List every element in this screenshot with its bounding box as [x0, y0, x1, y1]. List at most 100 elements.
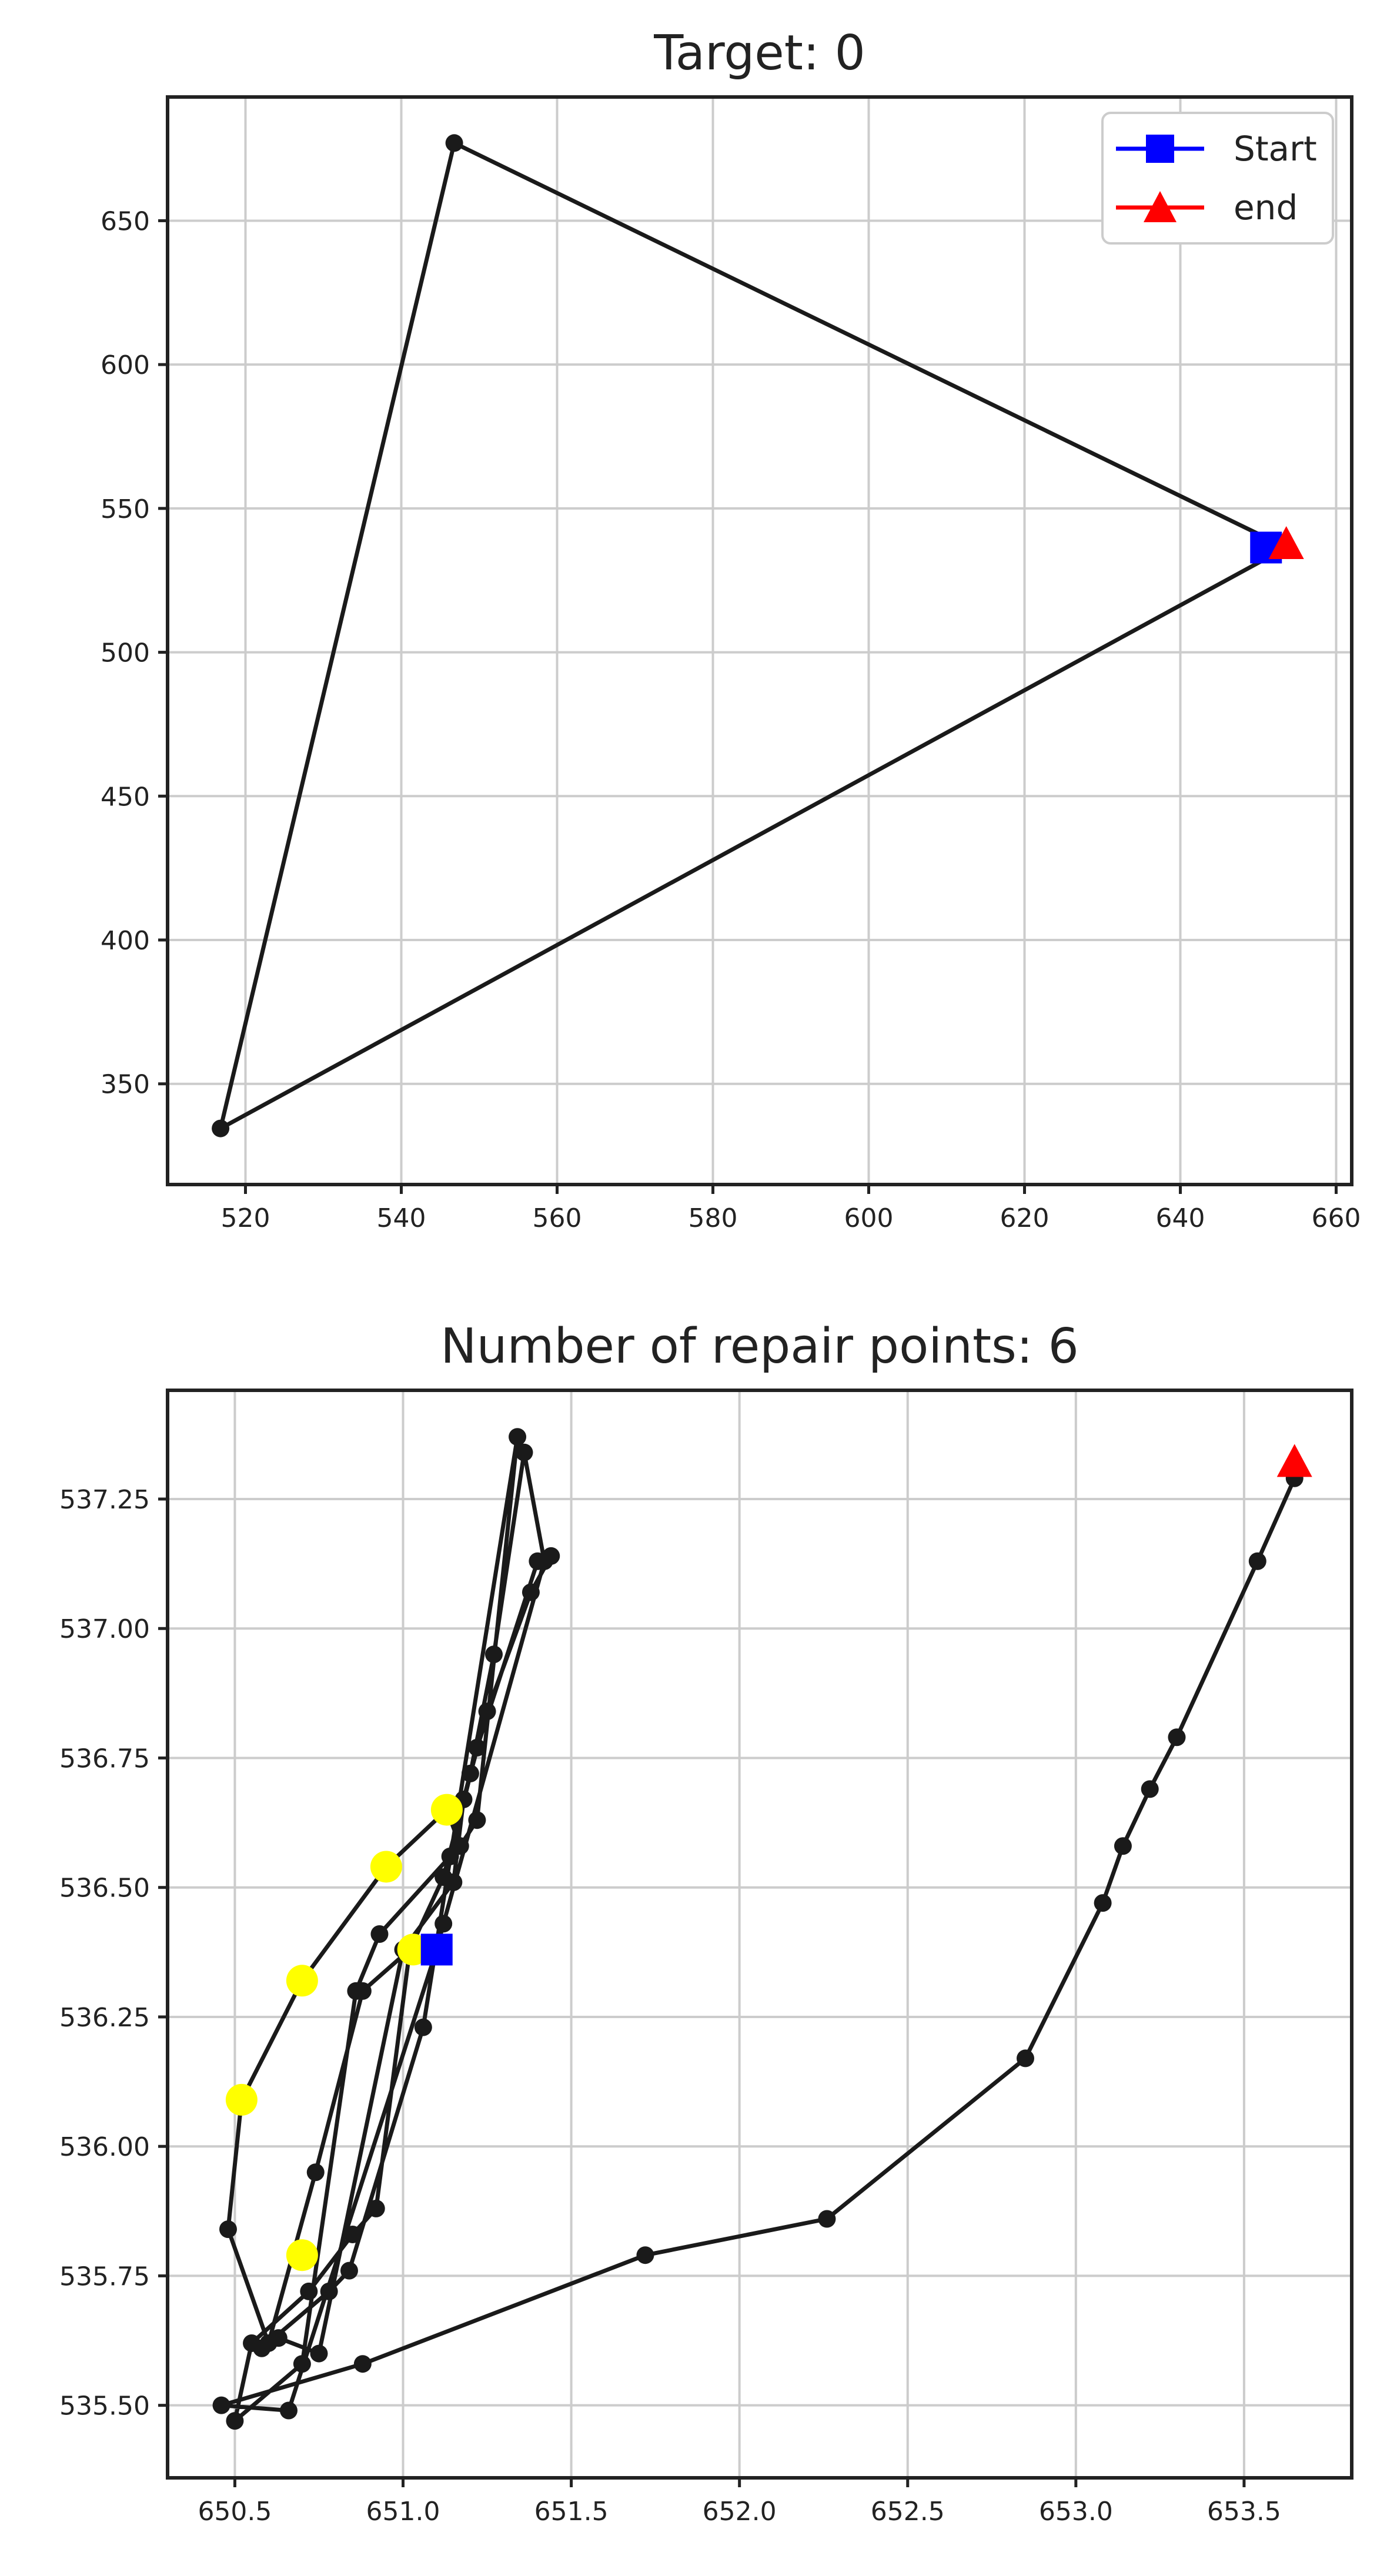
- x-tick-label: 651.0: [366, 2497, 440, 2527]
- repair-point: [370, 1851, 402, 1883]
- y-tick-label: 650: [101, 206, 150, 236]
- trajectory-point: [441, 1847, 459, 1865]
- x-tick-label: 520: [221, 1203, 270, 1233]
- trajectory-point: [435, 1868, 453, 1886]
- repair-point: [286, 1965, 318, 1997]
- y-tick-label: 536.25: [59, 2003, 150, 2033]
- trajectory-point: [300, 2282, 318, 2300]
- legend-end-triangle-icon: [1144, 191, 1177, 222]
- trajectory-point: [1168, 1728, 1186, 1747]
- grid: [168, 97, 1352, 1185]
- repair-point: [286, 2239, 318, 2271]
- repair-point: [430, 1794, 463, 1826]
- trajectory-point: [353, 2355, 372, 2373]
- grid: [168, 1390, 1352, 2478]
- trajectory-point: [310, 2344, 328, 2363]
- trajectory-point: [343, 2225, 362, 2243]
- chart-target: Target: 0 520 540 560 580 600 620 640 660 350 400…: [101, 25, 1361, 1233]
- y-tick-label: 536.50: [59, 1874, 150, 1903]
- trajectory-point: [320, 2282, 338, 2300]
- trajectory-point: [636, 2246, 654, 2264]
- trajectory-point: [219, 2220, 237, 2239]
- x-tick-label: 640: [1156, 1203, 1205, 1233]
- trajectory-point: [293, 2355, 311, 2373]
- y-tick-label: 535.75: [59, 2261, 150, 2291]
- trajectory-point: [370, 1925, 389, 1943]
- trajectory-point: [212, 1119, 230, 1138]
- trajectory-point: [468, 1738, 486, 1757]
- x-tick-label: 540: [377, 1203, 426, 1233]
- y-tick-label: 550: [101, 494, 150, 524]
- chart-title: Number of repair points: 6: [440, 1319, 1079, 1374]
- y-tick-label: 537.25: [59, 1485, 150, 1515]
- x-tick-label: 651.5: [534, 2497, 609, 2527]
- x-tick-label: 652.0: [703, 2497, 777, 2527]
- x-tick-label: 653.5: [1207, 2497, 1281, 2527]
- start-marker: [420, 1933, 453, 1966]
- plot-frame: [166, 1389, 1353, 2480]
- path-points: [212, 134, 1295, 1138]
- start-end-markers: [1250, 526, 1304, 564]
- x-tick-label: 600: [844, 1203, 894, 1233]
- trajectory-point: [522, 1583, 540, 1601]
- path-points: [212, 1428, 1304, 2430]
- trajectory-point: [347, 1982, 365, 2000]
- trajectory-point: [226, 2412, 244, 2430]
- trajectory-point: [1114, 1837, 1132, 1855]
- trajectory-point: [515, 1443, 533, 1461]
- legend-start-square-icon: [1146, 135, 1174, 163]
- trajectory-point: [509, 1428, 527, 1446]
- start-end-markers: [420, 1444, 1312, 1966]
- y-tick-label: 535.50: [59, 2391, 150, 2421]
- legend-item-start: Start: [1116, 129, 1317, 169]
- legend-end-label: end: [1234, 188, 1298, 228]
- axis-ticks: 650.5 651.0 651.5 652.0 652.5 653.0 653.5 535.5…: [59, 1485, 1281, 2527]
- x-tick-label: 653.0: [1039, 2497, 1113, 2527]
- x-tick-label: 652.5: [871, 2497, 945, 2527]
- y-tick-label: 537.00: [59, 1614, 150, 1644]
- trajectory-point: [414, 2018, 432, 2036]
- legend-start-label: Start: [1234, 129, 1317, 169]
- trajectory-point: [1017, 2049, 1035, 2068]
- chart-title: Target: 0: [653, 25, 865, 81]
- trajectory-point: [367, 2199, 385, 2217]
- x-tick-label: 620: [1000, 1203, 1050, 1233]
- trajectory-point: [535, 1552, 553, 1570]
- plot-frame: [166, 95, 1353, 1186]
- axis-ticks: 520 540 560 580 600 620 640 660 350 400 450 500 550 6…: [101, 206, 1361, 1233]
- trajectory-line: [218, 140, 1288, 1131]
- y-tick-label: 600: [101, 350, 150, 380]
- trajectory-point: [269, 2329, 288, 2347]
- x-tick-label: 660: [1312, 1203, 1361, 1233]
- x-tick-label: 650.5: [198, 2497, 272, 2527]
- trajectory-point: [468, 1811, 486, 1829]
- legend-item-end: end: [1116, 188, 1298, 228]
- y-tick-label: 450: [101, 782, 150, 812]
- repair-point: [225, 2083, 258, 2116]
- x-tick-label: 560: [533, 1203, 582, 1233]
- y-tick-label: 500: [101, 638, 150, 668]
- y-tick-label: 536.00: [59, 2132, 150, 2162]
- y-tick-label: 536.75: [59, 1744, 150, 1774]
- trajectory-point: [478, 1702, 496, 1721]
- trajectory-point: [435, 1915, 453, 1933]
- y-tick-label: 400: [101, 926, 150, 956]
- trajectory-point: [306, 2163, 325, 2182]
- trajectory-point: [279, 2401, 298, 2420]
- trajectory-point: [818, 2210, 836, 2228]
- trajectory-point: [340, 2261, 358, 2280]
- trajectory-point: [445, 134, 463, 152]
- trajectory-point: [212, 2396, 230, 2414]
- y-tick-label: 350: [101, 1070, 150, 1100]
- trajectory-point: [1094, 1894, 1112, 1912]
- trajectory-point: [1248, 1552, 1266, 1570]
- trajectory-point: [461, 1764, 479, 1782]
- trajectory-point: [484, 1645, 503, 1664]
- x-tick-label: 580: [689, 1203, 738, 1233]
- legend: Start end: [1101, 112, 1334, 245]
- path-series: [218, 140, 1288, 1131]
- trajectory-point: [243, 2334, 261, 2352]
- trajectory-point: [1141, 1780, 1159, 1798]
- end-marker: [1276, 1444, 1312, 1477]
